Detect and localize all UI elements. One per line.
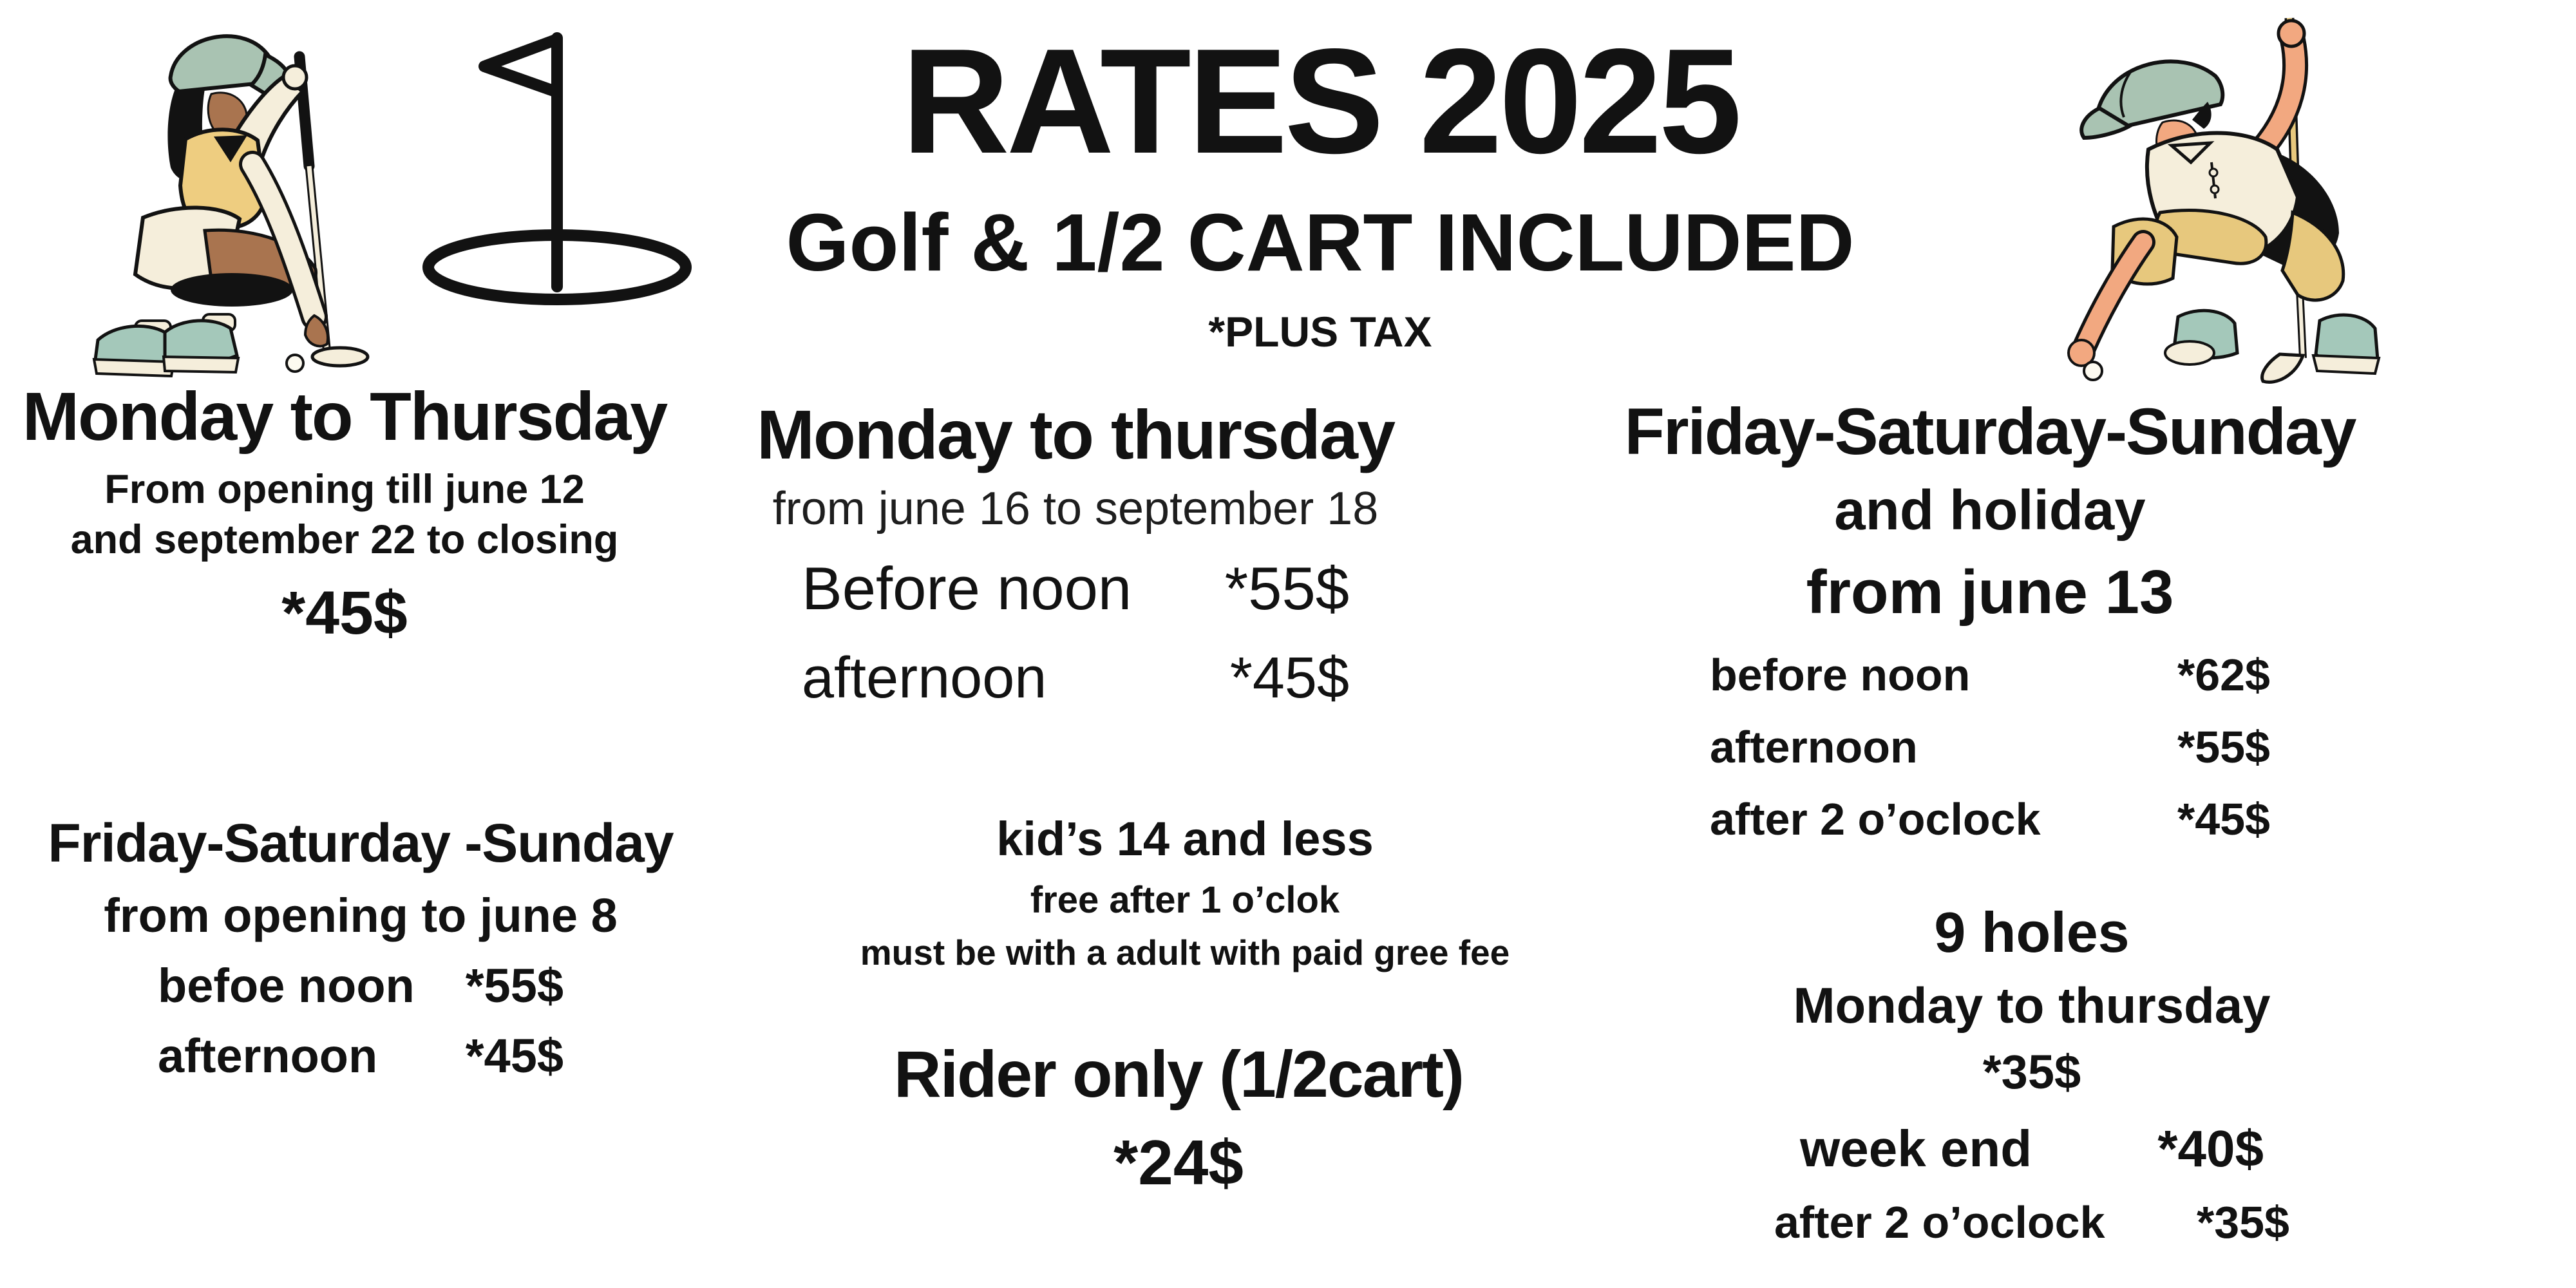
cap-panel-line bbox=[2119, 71, 2132, 118]
price-label: before noon bbox=[1710, 650, 1971, 701]
hair bbox=[2192, 102, 2211, 129]
shoe-left-toe bbox=[2164, 340, 2215, 366]
price-rows: week end *40$ bbox=[1800, 1119, 2264, 1179]
raised-arm-fill bbox=[2252, 30, 2306, 159]
pants-right-leg bbox=[2280, 210, 2345, 302]
section-summer-weekdays: Monday to thursday from june 16 to septe… bbox=[728, 398, 1423, 712]
section-heading: Friday-Saturday-Sunday bbox=[1624, 395, 2357, 468]
price-value: *35$ bbox=[2196, 1197, 2289, 1247]
vest-vneck bbox=[214, 135, 247, 162]
reaching-arm-fill bbox=[242, 154, 325, 327]
price-rows: before noon *62$ afternoon *55$ after 2 … bbox=[1710, 649, 2270, 845]
shoe-left-sole bbox=[92, 357, 176, 378]
price-value: *45$ bbox=[1229, 645, 1349, 710]
price-value: *45$ bbox=[465, 1028, 564, 1083]
collar bbox=[2167, 141, 2215, 165]
date-range-line: from june 13 bbox=[1806, 557, 2174, 627]
price-row: afternoon *55$ bbox=[1710, 721, 2270, 773]
price-label: week end bbox=[1800, 1119, 2032, 1177]
price-rows: after 2 o’oclock *35$ bbox=[1774, 1197, 2289, 1248]
kids-condition-line: must be with a adult with paid gree fee bbox=[860, 933, 1510, 973]
holiday-line: and holiday bbox=[1834, 479, 2146, 542]
shoe-right-sole bbox=[2311, 354, 2381, 375]
price-rows: befoe noon *55$ afternoon *45$ bbox=[158, 958, 564, 1085]
price-label: afternoon bbox=[802, 645, 1047, 710]
reaching-hand bbox=[303, 314, 329, 348]
section-early-season-weekend: Friday-Saturday -Sunday from opening to … bbox=[19, 813, 702, 1084]
button bbox=[2208, 167, 2219, 178]
lower-arm-fill bbox=[2075, 233, 2152, 357]
date-range-line: from june 16 to september 18 bbox=[772, 483, 1379, 535]
price-label: Before noon bbox=[802, 554, 1132, 622]
cap-brim bbox=[2079, 106, 2133, 140]
price-row: after 2 o’oclock *45$ bbox=[1710, 793, 2270, 845]
subtitle: Golf & 1/2 CART INCLUDED bbox=[786, 196, 1855, 288]
price-label: after 2 o’oclock bbox=[1774, 1197, 2105, 1247]
leg-shadow bbox=[171, 273, 293, 307]
price-value: *40$ bbox=[2157, 1119, 2264, 1177]
section-rider-only: Rider only (1/2cart) *24$ bbox=[805, 1037, 1552, 1198]
section-heading: Friday-Saturday -Sunday bbox=[48, 813, 674, 873]
price: *45$ bbox=[281, 578, 408, 647]
section-heading: kid’s 14 and less bbox=[996, 812, 1374, 866]
price-label: befoe noon bbox=[158, 958, 415, 1012]
price-rows: Before noon *55$ afternoon *45$ bbox=[802, 554, 1349, 712]
section-nine-holes: 9 holes Monday to thursday *35$ week end… bbox=[1681, 900, 2383, 1248]
price-row: week end *40$ bbox=[1800, 1119, 2264, 1179]
tax-note: *PLUS TAX bbox=[1208, 307, 1432, 355]
button bbox=[2210, 184, 2220, 194]
golf-ball bbox=[2083, 361, 2103, 381]
section-kids: kid’s 14 and less free after 1 o’clok mu… bbox=[818, 812, 1552, 974]
male-golfer-illustration bbox=[2067, 17, 2381, 384]
header: RATES 2025 Golf & 1/2 CART INCLUDED *PLU… bbox=[708, 18, 1932, 355]
date-range-line: from opening to june 8 bbox=[104, 889, 618, 943]
date-range-line: From opening till june 12 bbox=[104, 467, 585, 513]
ball-hand bbox=[2067, 339, 2096, 367]
price-value: *55$ bbox=[2177, 722, 2270, 773]
price-label: afternoon bbox=[158, 1028, 378, 1083]
price-row: afternoon *45$ bbox=[158, 1028, 564, 1085]
price: *35$ bbox=[1982, 1045, 2081, 1099]
kids-free-line: free after 1 o’clok bbox=[1030, 878, 1340, 921]
section-heading: Monday to thursday bbox=[756, 395, 1396, 473]
female-golfer-illustration bbox=[92, 34, 370, 378]
section-heading: Rider only (1/2cart) bbox=[894, 1037, 1464, 1111]
golf-flag-icon bbox=[422, 32, 692, 305]
price-row: before noon *62$ bbox=[1710, 649, 2270, 701]
section-summer-weekend: Friday-Saturday-Sunday and holiday from … bbox=[1571, 396, 2409, 845]
glove-hand bbox=[281, 64, 308, 91]
price-value: *62$ bbox=[2177, 650, 2270, 701]
price-value: *55$ bbox=[1224, 554, 1349, 622]
price-row: afternoon *45$ bbox=[802, 645, 1349, 712]
price-row: befoe noon *55$ bbox=[158, 958, 564, 1015]
price-row: after 2 o’oclock *35$ bbox=[1774, 1197, 2289, 1248]
shoe-right-sole bbox=[162, 355, 240, 374]
section-heading: 9 holes bbox=[1934, 900, 2130, 964]
page-title: RATES 2025 bbox=[902, 18, 1742, 185]
price-row: Before noon *55$ bbox=[802, 554, 1349, 623]
section-early-season-weekdays: Monday to Thursday From opening till jun… bbox=[13, 381, 676, 647]
price-value: *45$ bbox=[2177, 794, 2270, 845]
price-label: afternoon bbox=[1710, 722, 1918, 773]
price-value: *55$ bbox=[465, 958, 564, 1012]
grip-hand bbox=[2277, 19, 2306, 48]
days-line: Monday to thursday bbox=[1793, 976, 2271, 1034]
price-label: after 2 o’oclock bbox=[1710, 794, 2041, 845]
date-range-line: and september 22 to closing bbox=[70, 517, 619, 563]
price: *24$ bbox=[1113, 1127, 1244, 1198]
section-heading: Monday to Thursday bbox=[22, 379, 668, 455]
golf-ball bbox=[285, 354, 305, 373]
